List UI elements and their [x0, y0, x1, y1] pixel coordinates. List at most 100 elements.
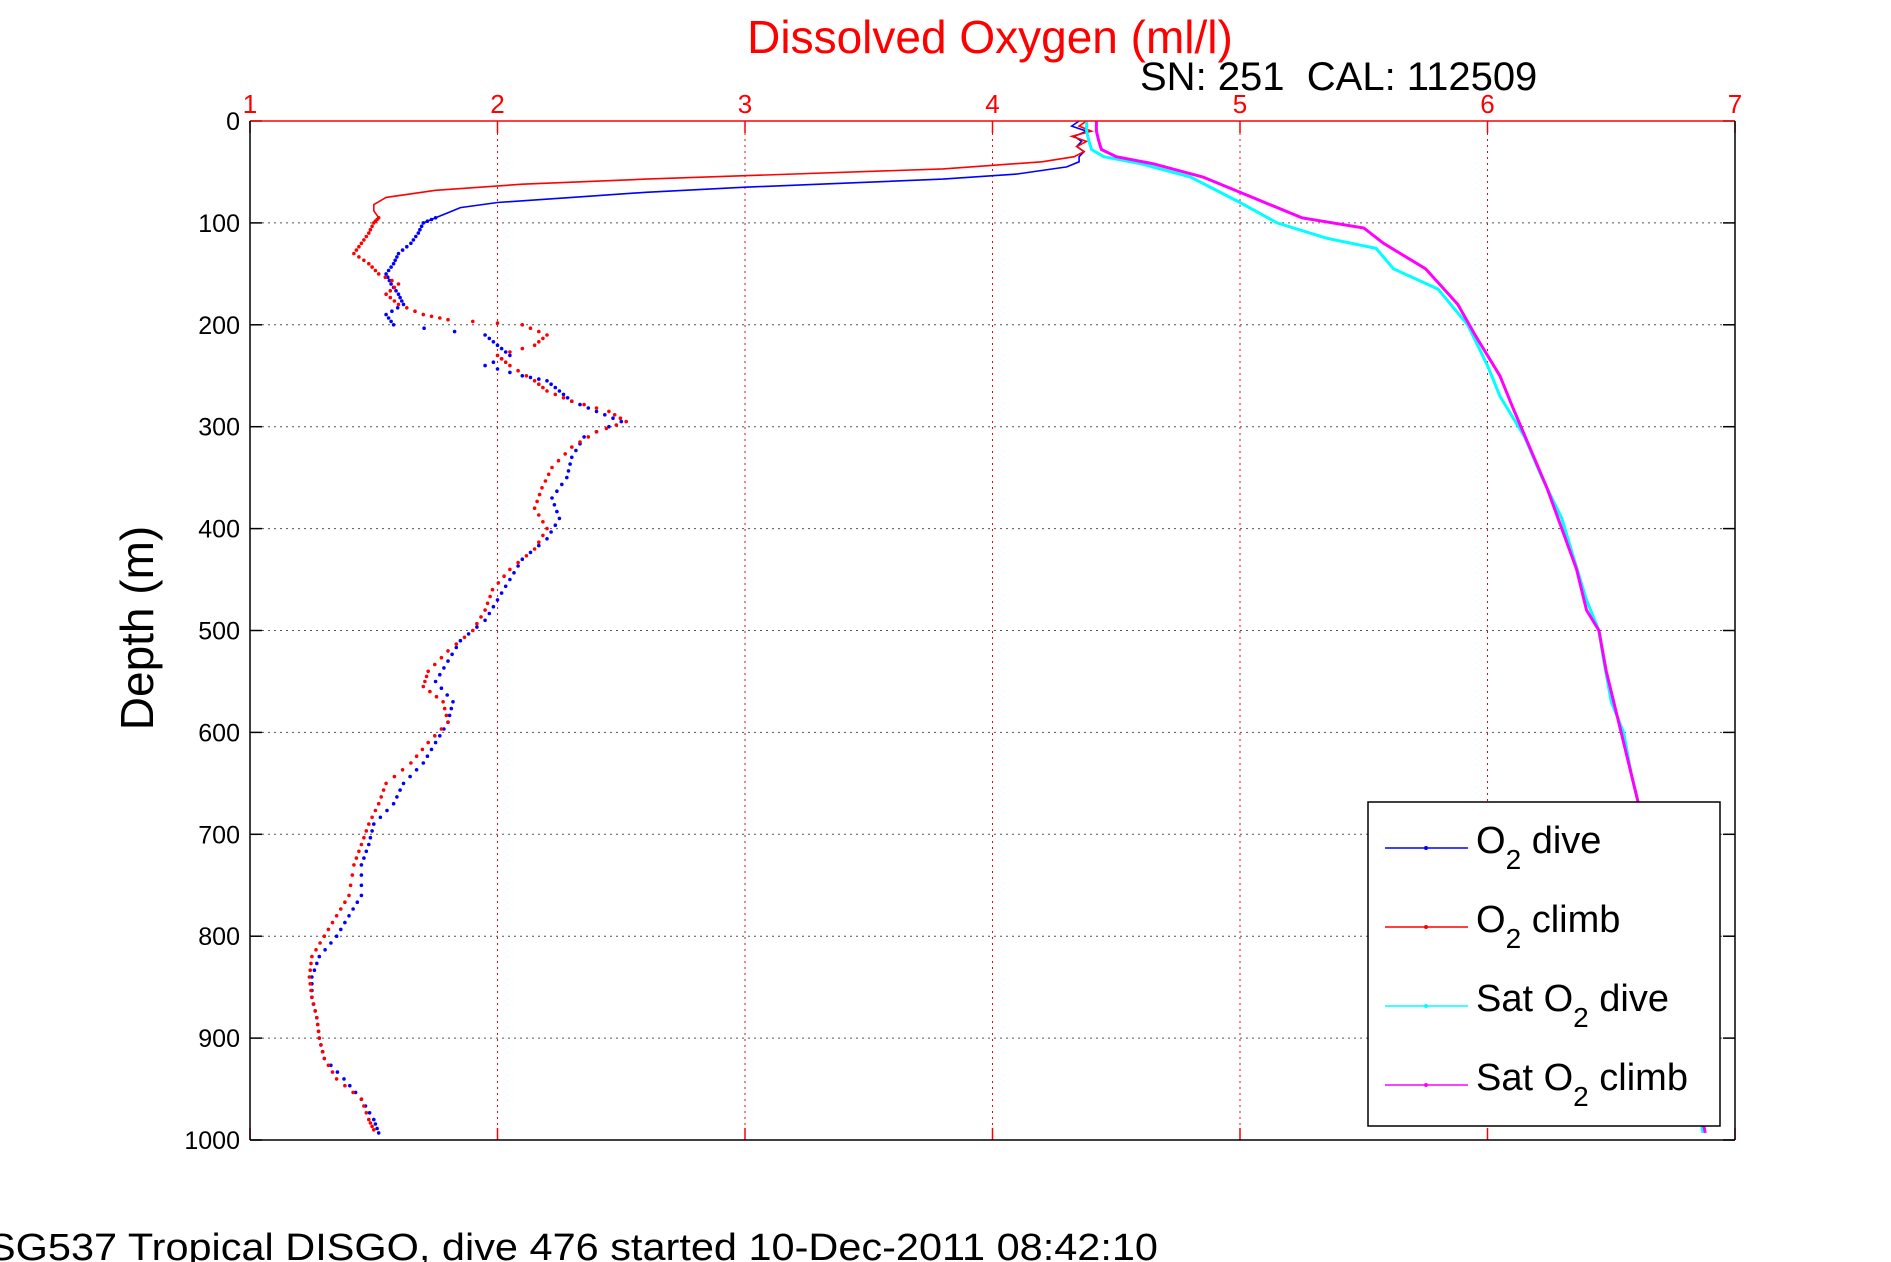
- series-1: [307, 120, 1095, 1132]
- data-point: [370, 224, 374, 229]
- data-point: [454, 642, 459, 646]
- data-point: [439, 686, 444, 690]
- data-point: [409, 761, 413, 765]
- data-point: [384, 312, 388, 317]
- data-point: [520, 374, 525, 378]
- data-point: [326, 927, 331, 932]
- data-point: [368, 835, 373, 840]
- data-point: [307, 975, 312, 979]
- data-point: [418, 227, 422, 232]
- data-point: [603, 413, 607, 417]
- data-point: [528, 326, 533, 331]
- data-point: [416, 231, 421, 235]
- y-tick-label: 600: [198, 719, 240, 747]
- data-point: [357, 849, 361, 854]
- data-point: [433, 740, 438, 745]
- data-point: [557, 389, 562, 393]
- legend-swatch-marker: [1424, 1083, 1428, 1087]
- data-point: [400, 768, 405, 772]
- legend: O2 dive O2 climb Sat O2 dive Sat O2 climb: [1367, 801, 1721, 1127]
- legend-label: Sat O2 climb: [1476, 1057, 1688, 1112]
- data-point: [582, 435, 586, 439]
- data-point: [546, 472, 551, 477]
- data-point: [499, 346, 504, 351]
- data-point: [439, 727, 444, 731]
- data-point: [383, 275, 388, 280]
- chart-title: Dissolved Oxygen (ml/l): [747, 11, 1233, 63]
- data-point: [315, 1022, 320, 1027]
- data-point: [483, 363, 487, 368]
- data-point: [342, 1077, 346, 1081]
- data-point: [373, 268, 378, 273]
- data-point: [516, 368, 520, 373]
- data-point: [391, 801, 396, 806]
- data-point: [502, 574, 506, 578]
- data-point: [350, 873, 355, 877]
- data-point: [568, 462, 572, 466]
- data-point: [359, 842, 364, 847]
- legend-swatch-marker: [1424, 1004, 1428, 1008]
- data-point: [362, 835, 366, 840]
- data-point: [411, 238, 416, 242]
- data-point: [318, 941, 322, 945]
- data-point: [392, 774, 397, 779]
- data-point: [545, 389, 549, 393]
- data-point: [388, 289, 393, 293]
- y-tick-label: 100: [198, 210, 240, 238]
- data-point: [563, 452, 567, 456]
- data-point: [326, 1063, 331, 1068]
- data-point: [354, 856, 359, 860]
- data-point: [561, 396, 566, 400]
- data-point: [367, 822, 371, 826]
- data-point: [462, 635, 467, 640]
- data-point: [508, 363, 512, 368]
- data-point: [384, 272, 388, 276]
- data-point: [483, 618, 487, 623]
- data-point: [537, 540, 541, 544]
- data-point: [308, 982, 313, 986]
- y-tick-label: 800: [198, 923, 240, 951]
- data-point: [604, 426, 609, 431]
- data-point: [433, 734, 437, 738]
- data-point: [611, 416, 615, 421]
- data-point: [442, 727, 446, 731]
- data-point: [447, 713, 452, 718]
- legend-label: O2 dive: [1476, 820, 1601, 875]
- data-point: [545, 333, 549, 337]
- data-point: [438, 734, 442, 738]
- x-tick-label: 7: [1728, 89, 1742, 119]
- data-point: [419, 224, 424, 229]
- data-point: [508, 353, 512, 358]
- data-point: [549, 530, 553, 534]
- y-tick-label: 1000: [184, 1127, 240, 1155]
- data-point: [553, 392, 558, 397]
- data-point: [395, 795, 399, 799]
- data-point: [329, 941, 333, 945]
- data-point: [314, 948, 318, 952]
- data-point: [392, 299, 397, 303]
- data-point: [537, 513, 541, 517]
- data-point: [578, 440, 582, 444]
- data-point: [352, 863, 356, 867]
- data-point: [398, 295, 402, 300]
- data-point: [537, 340, 541, 344]
- axes: 1 2 3 4 5 6 7 0 100 200 300 400 500 600 700 800 900 1000: [184, 89, 1742, 1155]
- legend-label: O2 climb: [1476, 899, 1620, 954]
- data-point: [396, 302, 401, 307]
- data-point: [434, 694, 439, 699]
- data-point: [375, 1126, 379, 1131]
- data-point: [364, 829, 369, 833]
- data-point: [549, 382, 553, 387]
- data-point: [373, 1122, 378, 1126]
- data-point: [550, 465, 554, 470]
- x-tick-label: 6: [1480, 89, 1494, 119]
- data-point: [362, 258, 366, 263]
- data-point: [508, 350, 512, 354]
- x-tick-label: 1: [243, 89, 257, 119]
- data-point: [395, 306, 400, 310]
- data-point: [372, 822, 376, 826]
- data-point: [378, 815, 383, 820]
- data-point: [495, 343, 500, 348]
- data-point: [495, 367, 500, 371]
- data-point: [429, 747, 434, 752]
